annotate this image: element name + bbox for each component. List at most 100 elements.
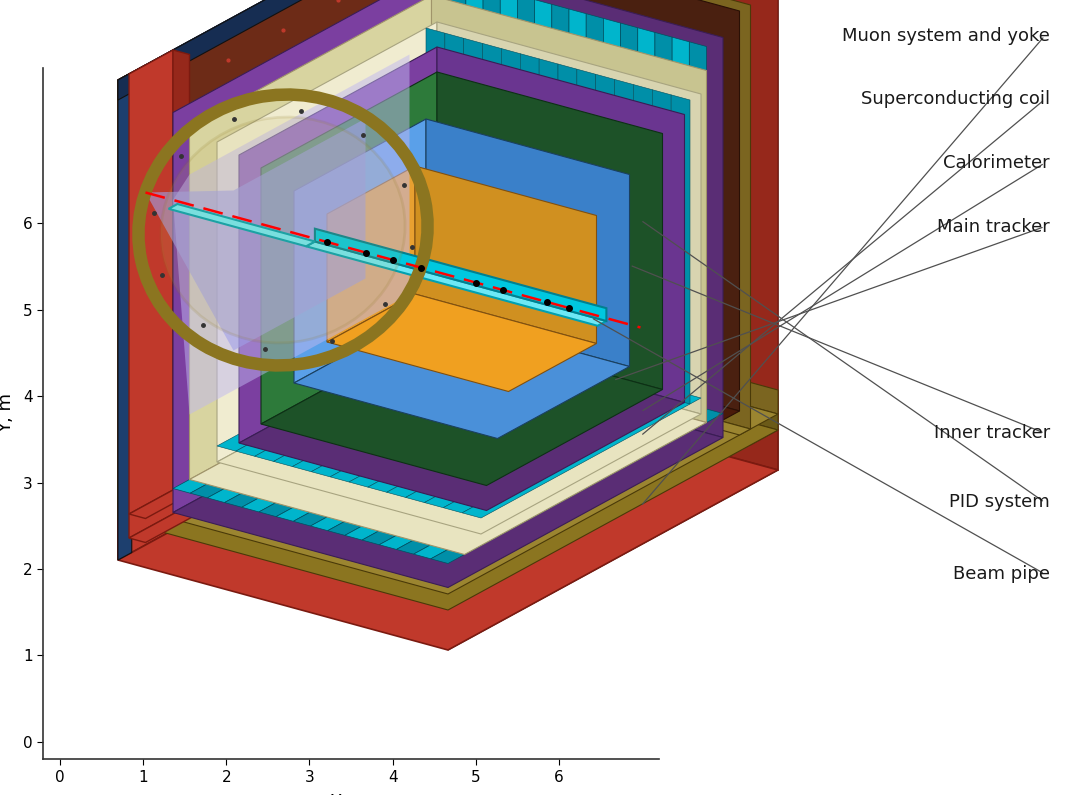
Polygon shape xyxy=(393,0,437,370)
Polygon shape xyxy=(294,119,426,383)
Polygon shape xyxy=(311,351,550,477)
Polygon shape xyxy=(118,340,448,560)
Polygon shape xyxy=(129,50,173,514)
Polygon shape xyxy=(437,0,454,351)
Polygon shape xyxy=(118,65,146,520)
Polygon shape xyxy=(330,357,569,482)
Text: Beam pipe: Beam pipe xyxy=(953,565,1050,583)
Polygon shape xyxy=(437,47,685,402)
Polygon shape xyxy=(596,74,615,383)
Polygon shape xyxy=(217,342,701,534)
Polygon shape xyxy=(431,409,723,564)
Polygon shape xyxy=(558,64,577,373)
Polygon shape xyxy=(239,47,437,443)
Polygon shape xyxy=(448,0,723,437)
Polygon shape xyxy=(362,390,654,545)
Polygon shape xyxy=(420,0,448,355)
Polygon shape xyxy=(671,95,690,404)
Polygon shape xyxy=(638,28,654,409)
Polygon shape xyxy=(615,80,634,389)
Polygon shape xyxy=(189,347,706,554)
Polygon shape xyxy=(327,381,620,535)
Polygon shape xyxy=(689,42,706,422)
Polygon shape xyxy=(118,0,448,560)
Polygon shape xyxy=(500,0,517,371)
Polygon shape xyxy=(173,55,409,414)
Polygon shape xyxy=(311,376,603,531)
Polygon shape xyxy=(118,324,448,520)
Polygon shape xyxy=(409,339,751,435)
Polygon shape xyxy=(387,372,625,498)
Polygon shape xyxy=(118,340,778,610)
Polygon shape xyxy=(414,404,706,559)
Polygon shape xyxy=(448,0,778,430)
Polygon shape xyxy=(261,328,662,486)
Polygon shape xyxy=(276,366,568,522)
Polygon shape xyxy=(207,348,500,502)
Polygon shape xyxy=(118,300,448,504)
Polygon shape xyxy=(345,386,637,540)
Polygon shape xyxy=(437,346,454,374)
Polygon shape xyxy=(393,346,454,374)
Polygon shape xyxy=(539,59,558,368)
Polygon shape xyxy=(129,490,189,518)
Polygon shape xyxy=(368,367,607,492)
Polygon shape xyxy=(273,341,512,467)
Text: Muon system and yoke: Muon system and yoke xyxy=(842,27,1050,45)
Text: Main tracker: Main tracker xyxy=(937,218,1050,235)
Polygon shape xyxy=(140,324,740,564)
Polygon shape xyxy=(445,33,463,343)
Text: Calorimeter: Calorimeter xyxy=(943,154,1050,172)
Polygon shape xyxy=(672,37,689,418)
Polygon shape xyxy=(462,393,701,518)
Polygon shape xyxy=(552,4,569,385)
Polygon shape xyxy=(118,0,778,170)
Polygon shape xyxy=(118,72,132,560)
Polygon shape xyxy=(293,347,531,471)
Polygon shape xyxy=(448,340,778,470)
Text: Superconducting coil: Superconducting coil xyxy=(861,91,1050,108)
Polygon shape xyxy=(217,22,437,462)
Text: PID system: PID system xyxy=(949,494,1050,511)
Polygon shape xyxy=(173,339,465,493)
Polygon shape xyxy=(420,0,740,411)
Polygon shape xyxy=(140,0,420,477)
Polygon shape xyxy=(225,352,516,507)
Polygon shape xyxy=(118,498,146,509)
Polygon shape xyxy=(129,74,146,502)
Polygon shape xyxy=(349,362,588,487)
Polygon shape xyxy=(294,311,630,439)
Polygon shape xyxy=(621,23,638,404)
Polygon shape xyxy=(448,0,465,357)
Polygon shape xyxy=(239,335,685,510)
Polygon shape xyxy=(118,505,173,528)
Polygon shape xyxy=(517,0,535,375)
Polygon shape xyxy=(448,0,778,650)
Polygon shape xyxy=(396,399,689,554)
Polygon shape xyxy=(259,362,551,517)
Polygon shape xyxy=(483,44,501,352)
Polygon shape xyxy=(118,324,778,594)
Polygon shape xyxy=(652,90,671,399)
Polygon shape xyxy=(118,74,129,504)
Polygon shape xyxy=(129,370,454,542)
Polygon shape xyxy=(327,294,596,391)
Polygon shape xyxy=(406,378,645,502)
Polygon shape xyxy=(432,0,448,352)
Polygon shape xyxy=(173,0,448,513)
Polygon shape xyxy=(569,9,586,390)
Polygon shape xyxy=(118,0,448,560)
Polygon shape xyxy=(654,33,672,413)
Polygon shape xyxy=(118,380,778,650)
Polygon shape xyxy=(420,340,778,445)
Polygon shape xyxy=(189,0,432,479)
X-axis label: X, m: X, m xyxy=(330,793,372,795)
Polygon shape xyxy=(483,0,500,366)
Polygon shape xyxy=(426,119,630,366)
Polygon shape xyxy=(420,0,751,429)
Polygon shape xyxy=(173,330,393,490)
Polygon shape xyxy=(146,65,173,513)
Polygon shape xyxy=(118,340,448,560)
Polygon shape xyxy=(294,371,585,526)
Polygon shape xyxy=(448,324,778,430)
